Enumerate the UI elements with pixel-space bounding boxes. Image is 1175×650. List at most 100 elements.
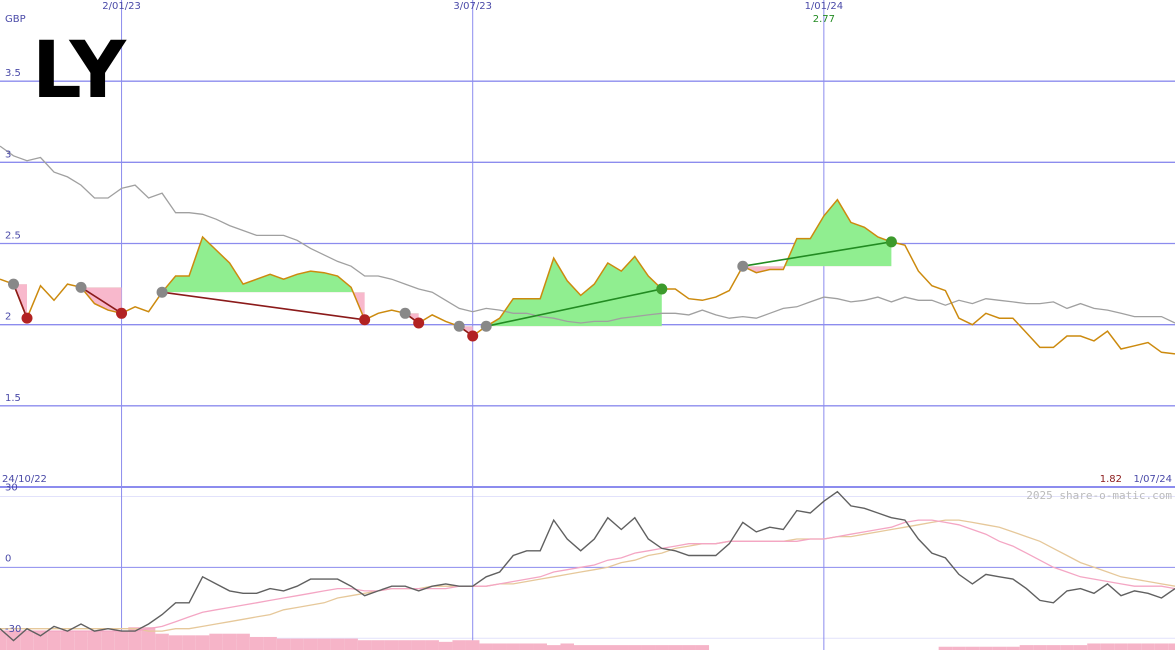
y-tick-label: 3.5 <box>5 68 21 79</box>
lines <box>0 145 1175 642</box>
markers <box>8 236 897 342</box>
volume-bar <box>290 638 304 650</box>
volume-bar <box>655 645 669 650</box>
gain-area <box>486 256 662 327</box>
volume-bar <box>1073 645 1088 650</box>
volume-bar <box>411 640 426 650</box>
volume-bar <box>1154 643 1169 650</box>
y-tick-label: 2.5 <box>5 231 21 242</box>
end-date: 1/07/24 <box>1133 474 1172 485</box>
volume-bar <box>209 633 223 650</box>
volume-bar <box>182 635 196 650</box>
volume-bar <box>236 633 250 650</box>
trade-line <box>742 241 892 268</box>
volume-bar <box>74 630 88 650</box>
volume-bar <box>155 633 169 650</box>
volume-bar <box>682 645 696 650</box>
exit-marker <box>21 312 33 324</box>
last-price: 1.82 <box>1100 474 1122 485</box>
volume-bar <box>114 630 129 650</box>
volume-bar <box>317 638 331 650</box>
volume-bar <box>465 640 480 650</box>
volume-bar <box>587 645 602 650</box>
volume-bar <box>614 645 629 650</box>
volume-bar <box>1033 645 1047 650</box>
y-tick-label: 3 <box>5 149 11 160</box>
entry-marker <box>8 278 20 290</box>
volume-bar <box>952 646 966 650</box>
series-line <box>0 519 1175 632</box>
volume-bar <box>168 635 183 650</box>
volume-bar <box>141 627 156 650</box>
series-line <box>0 490 1175 642</box>
volume-bar <box>33 630 48 650</box>
entry-marker <box>399 307 411 319</box>
volume-bar <box>128 627 142 650</box>
volume-bar <box>47 630 61 650</box>
x-tick-label: 3/07/23 <box>453 1 492 12</box>
start-date: 24/10/22 <box>2 474 47 485</box>
volume-bar <box>628 645 642 650</box>
volume-bar <box>992 646 1007 650</box>
volume-bar <box>1141 643 1155 650</box>
labels: LY GBP 24/10/22 1/07/24 1.82 2025 share-… <box>2 1 1172 635</box>
exit-marker <box>885 236 897 248</box>
volume-bar <box>263 636 277 650</box>
series-line <box>0 198 1175 355</box>
volume-bar <box>249 636 264 650</box>
volume-bar <box>938 646 953 650</box>
volume-bar <box>357 640 372 650</box>
exit-marker <box>116 307 128 319</box>
y-tick-label: 1.5 <box>5 393 21 404</box>
volume-bar <box>965 646 980 650</box>
currency-label: GBP <box>5 14 26 25</box>
loss-area <box>742 266 892 273</box>
volume-bar <box>1019 645 1034 650</box>
entry-marker <box>156 286 168 298</box>
volume-bar <box>20 630 34 650</box>
volume-bar <box>506 643 520 650</box>
y-tick-label: 30 <box>5 482 18 493</box>
entry-marker <box>453 320 465 332</box>
gain-area <box>742 199 892 267</box>
y-tick-label: -30 <box>5 624 21 635</box>
volume-bar <box>222 633 237 650</box>
volume-bar <box>425 640 439 650</box>
volume-bar <box>87 630 102 650</box>
trade-line <box>80 286 122 314</box>
volume-bar <box>1060 645 1074 650</box>
high-price: 2.77 <box>813 14 835 25</box>
volume-bar <box>0 630 7 650</box>
volume-bar <box>492 643 507 650</box>
volume-bar <box>1006 646 1020 650</box>
volume-bar <box>573 645 588 650</box>
entry-marker <box>75 281 87 293</box>
x-tick-label: 2/01/23 <box>102 1 141 12</box>
volume-bar <box>479 643 493 650</box>
volume-bar <box>533 643 547 650</box>
volume-bar <box>1100 643 1115 650</box>
volume-bar <box>979 646 993 650</box>
volume-bar <box>641 645 656 650</box>
volume-bar <box>344 638 358 650</box>
volume-bar <box>371 640 385 650</box>
volume-bar <box>695 645 710 650</box>
volume-bar <box>276 638 291 650</box>
volume-bar <box>1168 643 1175 650</box>
trade-areas <box>0 199 1175 650</box>
ticker-logo: LY <box>32 26 128 116</box>
volume-bar <box>546 645 561 650</box>
x-tick-label: 1/01/24 <box>805 1 844 12</box>
trade-line <box>12 283 28 319</box>
volume-bar <box>438 641 453 650</box>
series-line <box>0 145 1175 324</box>
entry-marker <box>480 320 492 332</box>
exit-marker <box>413 317 425 329</box>
volume-bar <box>195 635 210 650</box>
volume-bar <box>60 630 75 650</box>
volume-bar <box>601 645 615 650</box>
y-tick-label: 2 <box>5 312 11 323</box>
exit-marker <box>467 330 479 342</box>
